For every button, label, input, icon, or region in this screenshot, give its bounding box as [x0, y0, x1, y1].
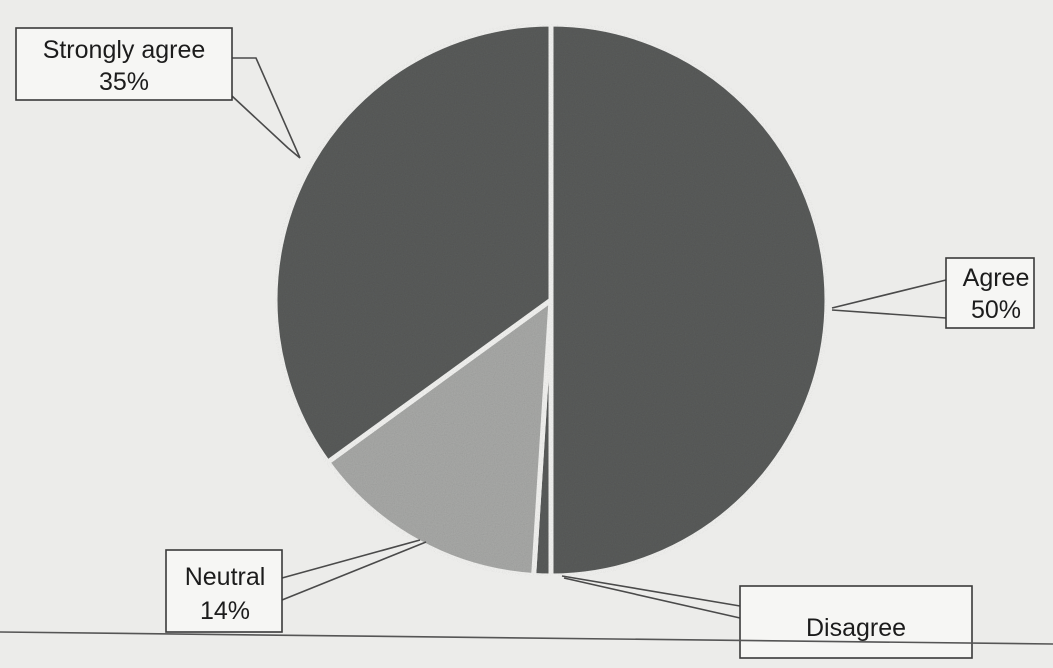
label-value-strongly-agree: 35%: [99, 68, 149, 96]
label-text-agree: Agree: [963, 264, 1030, 292]
label-box-agree: [945, 257, 1035, 329]
label-neutral: Neutral 14%: [165, 549, 283, 633]
pie-slice-agree: [548, 21, 830, 579]
pie-slice-neutral: [325, 297, 554, 578]
leader-line-strongly-agree-2: [231, 95, 301, 159]
pie-slices: [272, 21, 830, 579]
leader-line-strongly-agree: [232, 57, 301, 159]
leader-line-agree-2: [831, 309, 947, 319]
label-text-disagree: Disagree: [806, 614, 906, 642]
leader-line-neutral: [281, 539, 421, 579]
label-agree: Agree 50%: [945, 257, 1035, 329]
label-box-strongly-agree: [15, 27, 233, 101]
leader-lines: [231, 57, 947, 619]
label-value-neutral: 14%: [200, 597, 250, 625]
bottom-rule: [0, 631, 1053, 645]
leader-line-disagree-2: [563, 577, 741, 619]
label-text-strongly-agree: Strongly agree: [43, 36, 206, 64]
label-disagree: Disagree: [739, 585, 973, 659]
label-box-neutral: [165, 549, 283, 633]
label-text-neutral: Neutral: [185, 563, 266, 591]
pie-slice-strongly-agree: [272, 21, 554, 465]
label-value-agree: 50%: [971, 296, 1021, 324]
leader-line-disagree: [561, 575, 741, 607]
label-box-disagree: [739, 585, 973, 659]
label-strongly-agree: Strongly agree 35%: [15, 27, 233, 101]
leader-line-neutral-2: [281, 541, 427, 601]
leader-line-agree: [831, 279, 947, 309]
